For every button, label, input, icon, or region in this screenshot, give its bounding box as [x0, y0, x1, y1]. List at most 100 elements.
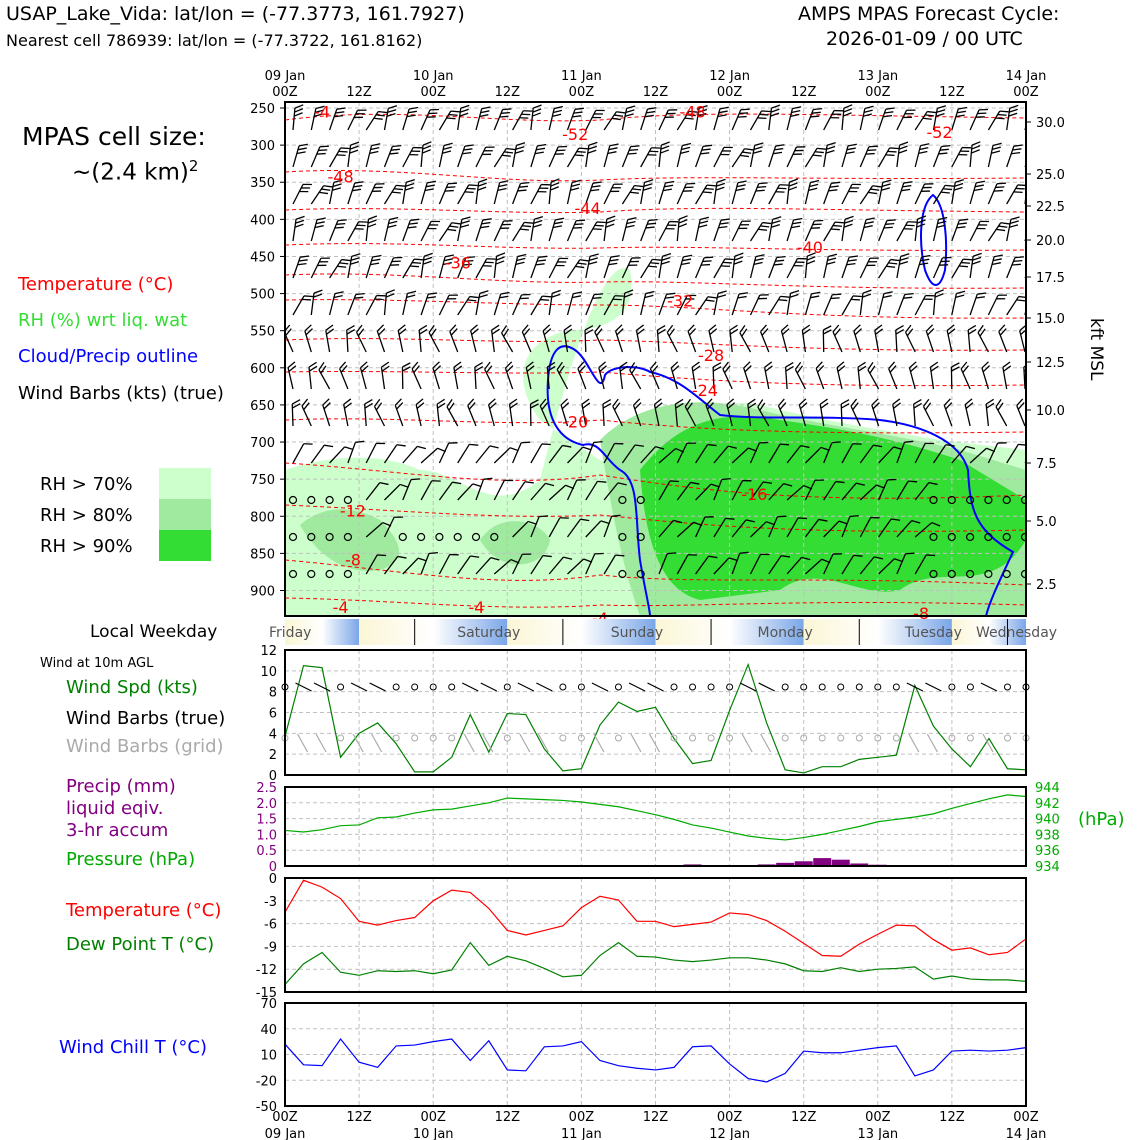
pressure-tick-label: 850 [250, 547, 275, 562]
barb-flag [764, 365, 773, 372]
barb-staff [585, 553, 596, 575]
barb-flag [499, 115, 509, 118]
barb-flag [917, 215, 927, 220]
barb-flag [350, 141, 360, 146]
barb-flag [788, 186, 798, 191]
barb-flag [574, 107, 584, 110]
barb-staff [475, 557, 492, 575]
barb-staff [548, 445, 563, 464]
wind-barb [695, 256, 714, 279]
barb-flag [426, 296, 436, 299]
wind-barb [310, 105, 325, 131]
barb-flag [783, 483, 793, 487]
wind-speed-tick-label: 4 [269, 727, 277, 742]
wind-barb [859, 105, 874, 131]
barb-flag [883, 114, 893, 118]
barb-flag [410, 478, 421, 481]
surface-wind-barb [517, 682, 535, 692]
barb-flag [961, 261, 971, 264]
wind-barb [420, 220, 441, 242]
bottom-day-label: 13 Jan [857, 1127, 898, 1140]
barb-flag [519, 228, 529, 231]
barb-flag [572, 295, 582, 299]
barb-flag [766, 521, 775, 526]
wind-speed-tick-label: 0 [269, 769, 277, 784]
barb-flag [1020, 328, 1026, 336]
barb-flag [903, 116, 912, 119]
barb-flag [426, 116, 436, 118]
wind-barb [328, 107, 346, 131]
barb-flag [939, 264, 949, 266]
barb-flag [717, 114, 727, 118]
barb-flag [758, 182, 768, 185]
barb-flag [755, 254, 765, 258]
wind-barb [347, 181, 364, 205]
barb-flag [542, 295, 552, 298]
barb-flag [386, 113, 396, 117]
barb-flag [743, 361, 751, 369]
barb-flag [940, 260, 950, 263]
barb-flag [971, 260, 981, 265]
barb-flag [904, 113, 914, 115]
barb-flag [417, 557, 427, 562]
barb-flag [997, 113, 1007, 116]
barb-flag [791, 109, 801, 114]
barb-flag [563, 556, 573, 560]
barb-flag [798, 517, 808, 520]
wind-barb [804, 107, 823, 131]
barb-flag [537, 190, 547, 193]
wind-barb [777, 398, 788, 427]
wind-barb [951, 218, 969, 242]
barb-flag [889, 147, 899, 150]
wind-barb [420, 292, 438, 316]
barb-flag [482, 153, 492, 156]
temperature-contour-label: -12 [340, 501, 366, 520]
surface-wind-barb [591, 682, 609, 692]
top-hour-label: 00Z [272, 85, 298, 100]
barb-flag [831, 441, 841, 444]
barb-flag [649, 150, 659, 153]
barb-staff [548, 517, 561, 538]
barb-flag [890, 258, 900, 262]
barb-flag [759, 402, 766, 411]
barb-flag [704, 516, 714, 518]
barb-flag [1003, 365, 1012, 372]
grid-calm-circle [392, 734, 400, 742]
wind-barb [895, 325, 905, 353]
barb-flag [881, 187, 891, 191]
wind-barb [896, 480, 918, 501]
temperature-contour-label: -20 [562, 412, 588, 431]
barb-flag [424, 188, 434, 192]
wind-barb [292, 255, 310, 279]
barb-flag [431, 220, 441, 223]
barb-flag [807, 252, 816, 257]
barb-flag [883, 291, 893, 295]
barb-flag [930, 361, 939, 368]
wind-barb [539, 398, 550, 427]
barb-flag [482, 218, 492, 221]
kft-tick-label: 5.0 [1036, 515, 1057, 530]
wind-barb [932, 184, 955, 205]
wind-barb [640, 107, 657, 131]
wind-barb [878, 478, 897, 501]
wind-barb [804, 179, 820, 205]
barb-flag [1015, 187, 1025, 190]
wind-barb [585, 520, 610, 538]
barb-staff [713, 479, 723, 501]
barb-flag [810, 295, 820, 299]
calm-wind-circle [343, 532, 352, 542]
barb-flag [521, 324, 529, 333]
barb-flag [790, 289, 800, 294]
barb-flag [814, 219, 824, 222]
barb-flag [817, 365, 825, 373]
kft-tick-label: 30.0 [1036, 116, 1065, 131]
surface-calm-circle [392, 683, 400, 691]
barb-flag [760, 225, 770, 228]
wind-barb [695, 555, 718, 575]
barb-flag [885, 107, 895, 110]
wind-barb [951, 178, 964, 205]
barb-flag [615, 324, 623, 332]
barb-flag [920, 143, 930, 147]
legend-rh90-swatch [159, 530, 211, 561]
wind-barb [512, 293, 531, 316]
